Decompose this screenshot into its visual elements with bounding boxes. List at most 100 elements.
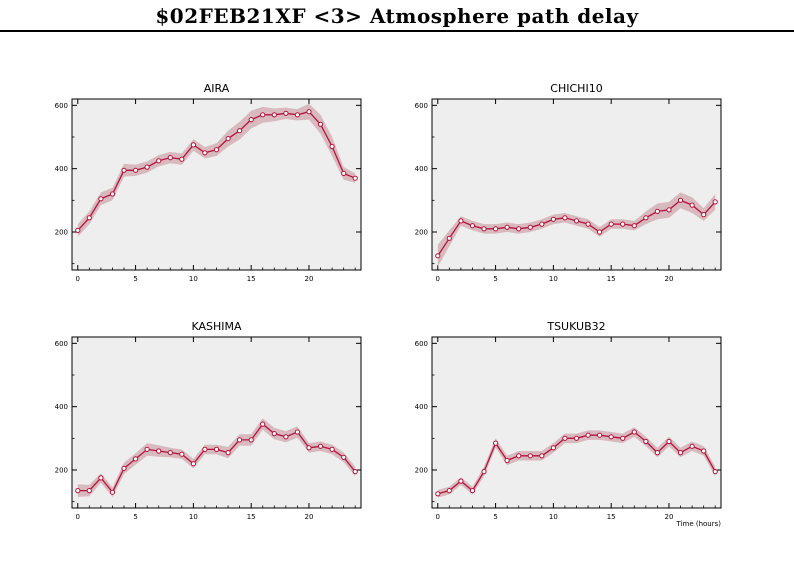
y-tick-label: 400 — [415, 403, 428, 411]
data-point — [75, 488, 81, 494]
data-point — [283, 110, 289, 116]
data-point — [75, 227, 81, 233]
x-tick-label: 15 — [247, 275, 256, 283]
data-point — [306, 445, 312, 451]
data-point — [516, 226, 522, 232]
data-point — [225, 450, 231, 456]
chart-kashima: KASHIMA 0 5 10 15 20 200 400 600 — [55, 320, 362, 521]
x-tick-label: 5 — [133, 513, 137, 521]
data-point — [317, 443, 324, 449]
data-point — [133, 167, 139, 173]
chart-title: KASHIMA — [191, 320, 242, 333]
y-tick-label: 200 — [415, 229, 428, 237]
data-point — [481, 469, 487, 475]
data-point — [689, 202, 695, 208]
data-point — [190, 142, 196, 148]
x-tick-label: 15 — [247, 513, 256, 521]
data-point — [469, 223, 476, 229]
data-point — [213, 147, 220, 153]
data-point — [98, 475, 104, 481]
x-tick-label: 5 — [493, 275, 497, 283]
x-tick-label: 15 — [607, 275, 616, 283]
data-point — [121, 465, 127, 471]
data-point — [573, 435, 580, 441]
y-tick-label: 200 — [415, 467, 428, 475]
data-point — [539, 221, 545, 227]
y-tick-label: 600 — [55, 340, 68, 348]
data-point — [202, 446, 208, 452]
data-point — [712, 199, 718, 205]
x-tick-label: 10 — [549, 513, 558, 521]
data-point — [213, 446, 220, 452]
data-point — [562, 435, 568, 441]
data-point — [121, 167, 127, 173]
x-tick-label: 15 — [607, 513, 616, 521]
x-tick-label: 10 — [189, 513, 198, 521]
data-point — [167, 155, 173, 161]
error-band — [437, 427, 716, 498]
y-tick-label: 200 — [55, 467, 68, 475]
data-point — [248, 437, 254, 443]
data-point — [144, 164, 150, 170]
data-point — [666, 207, 672, 213]
data-point — [109, 191, 116, 197]
data-point — [260, 112, 266, 118]
x-tick-label: 20 — [305, 513, 314, 521]
data-point — [329, 446, 335, 452]
data-point — [317, 121, 324, 127]
x-tick-label: 5 — [493, 513, 497, 521]
data-point — [190, 461, 196, 467]
x-tick-label: 0 — [436, 513, 440, 521]
data-point — [352, 175, 358, 181]
data-point — [701, 448, 707, 454]
x-tick-label: 5 — [133, 275, 137, 283]
data-point — [283, 434, 289, 440]
x-tick-label: 20 — [305, 275, 314, 283]
x-axis-label: Time (hours) — [676, 520, 722, 528]
data-point — [156, 448, 162, 454]
chart-aira: AIRA 0 5 10 15 20 200 400 600 — [55, 82, 362, 283]
y-tick-label: 600 — [55, 102, 68, 110]
data-point — [562, 215, 568, 221]
data-point — [271, 112, 277, 118]
data-point — [271, 431, 277, 437]
y-tick-label: 600 — [415, 340, 428, 348]
data-point — [504, 457, 510, 464]
data-point — [643, 438, 649, 445]
data-point — [493, 226, 499, 232]
data-point — [620, 435, 626, 441]
data-point — [654, 450, 661, 456]
data-point — [329, 143, 335, 150]
chart-title: TSUKUB32 — [546, 320, 605, 333]
y-tick-label: 400 — [55, 403, 68, 411]
data-point — [237, 128, 243, 134]
data-point — [677, 197, 684, 203]
data-point — [179, 156, 185, 162]
data-point — [643, 215, 649, 221]
x-tick-label: 0 — [76, 275, 80, 283]
data-point — [341, 454, 347, 460]
data-point — [654, 208, 661, 214]
data-point — [248, 117, 254, 123]
data-point — [608, 221, 614, 227]
data-point — [98, 196, 104, 202]
data-point — [527, 453, 533, 459]
plot-area — [431, 98, 722, 271]
data-point — [597, 229, 603, 235]
data-point — [469, 488, 476, 494]
data-point — [689, 443, 695, 449]
data-point — [109, 489, 116, 495]
data-point — [550, 216, 557, 222]
y-tick-label: 400 — [415, 165, 428, 173]
data-point — [631, 223, 637, 229]
data-point — [585, 221, 591, 227]
data-point — [202, 150, 208, 156]
x-tick-label: 0 — [436, 275, 440, 283]
y-tick-label: 400 — [55, 165, 68, 173]
data-point — [133, 456, 139, 462]
data-point — [666, 438, 672, 445]
data-point — [539, 453, 545, 459]
data-point — [446, 488, 452, 494]
data-point — [585, 432, 591, 438]
